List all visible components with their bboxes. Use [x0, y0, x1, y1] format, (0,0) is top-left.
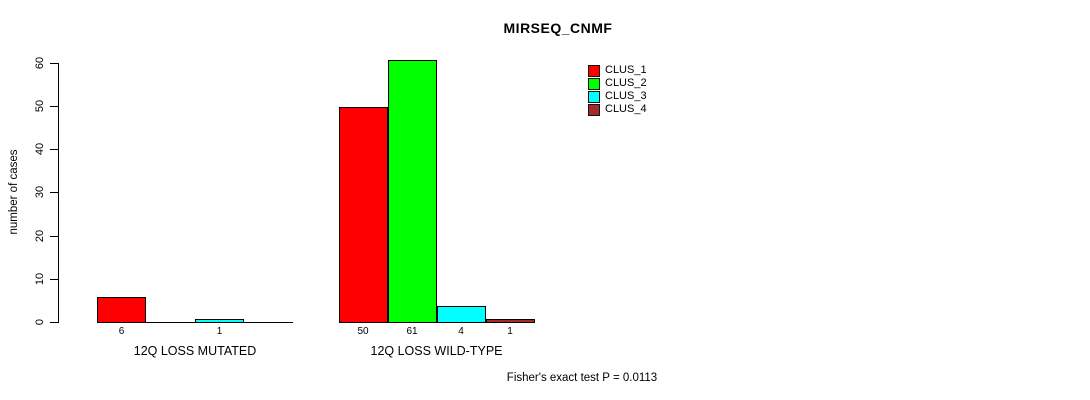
legend-swatch-clus_2 — [588, 78, 600, 90]
y-axis-tick-label: 0 — [34, 318, 46, 326]
y-axis-tick-label: 10 — [34, 272, 46, 286]
bar-clus_3-group2 — [436, 306, 486, 323]
chart-title: MIRSEQ_CNMF — [503, 20, 613, 36]
y-axis-tick — [50, 106, 58, 107]
legend-label-clus_4: CLUS_4 — [605, 103, 647, 115]
bar-clus_1-group2 — [338, 107, 388, 323]
bar-clus_4-group2 — [485, 319, 535, 323]
bar-value-label: 61 — [406, 326, 418, 337]
legend-label-clus_1: CLUS_1 — [605, 64, 647, 76]
fisher-test-annotation: Fisher's exact test P = 0.0113 — [506, 372, 658, 384]
y-axis-tick-label: 40 — [34, 142, 46, 156]
bar-value-label: 1 — [216, 326, 223, 337]
bar-clus_1-group1 — [97, 297, 146, 323]
x-axis-group-label: 12Q LOSS WILD-TYPE — [370, 344, 503, 358]
y-axis-tick-label: 60 — [34, 56, 46, 70]
y-axis-tick — [50, 279, 58, 280]
bar-clus_3-group1 — [195, 319, 244, 323]
y-axis-tick — [50, 236, 58, 237]
y-axis-tick-label: 30 — [34, 185, 46, 199]
bar-value-label: 6 — [118, 326, 125, 337]
y-axis-tick — [50, 192, 58, 193]
y-axis-label: number of cases — [8, 149, 20, 235]
legend-swatch-clus_4 — [588, 104, 600, 116]
y-axis-tick — [50, 63, 58, 64]
y-axis-tick-label: 50 — [34, 99, 46, 113]
bar-value-label: 50 — [357, 326, 369, 337]
legend-label-clus_2: CLUS_2 — [605, 77, 647, 89]
bar-value-label: 1 — [507, 326, 513, 337]
x-axis-group-label: 12Q LOSS MUTATED — [133, 344, 257, 358]
y-axis-tick — [50, 322, 58, 323]
y-axis-tick-label: 20 — [34, 229, 46, 243]
y-axis-line — [58, 63, 59, 323]
bar-value-label: 4 — [458, 326, 464, 337]
legend-swatch-clus_1 — [588, 65, 600, 77]
y-axis-tick — [50, 149, 58, 150]
bar-clus_2-group2 — [387, 60, 437, 323]
legend-label-clus_3: CLUS_3 — [605, 90, 647, 102]
legend-swatch-clus_3 — [588, 91, 600, 103]
